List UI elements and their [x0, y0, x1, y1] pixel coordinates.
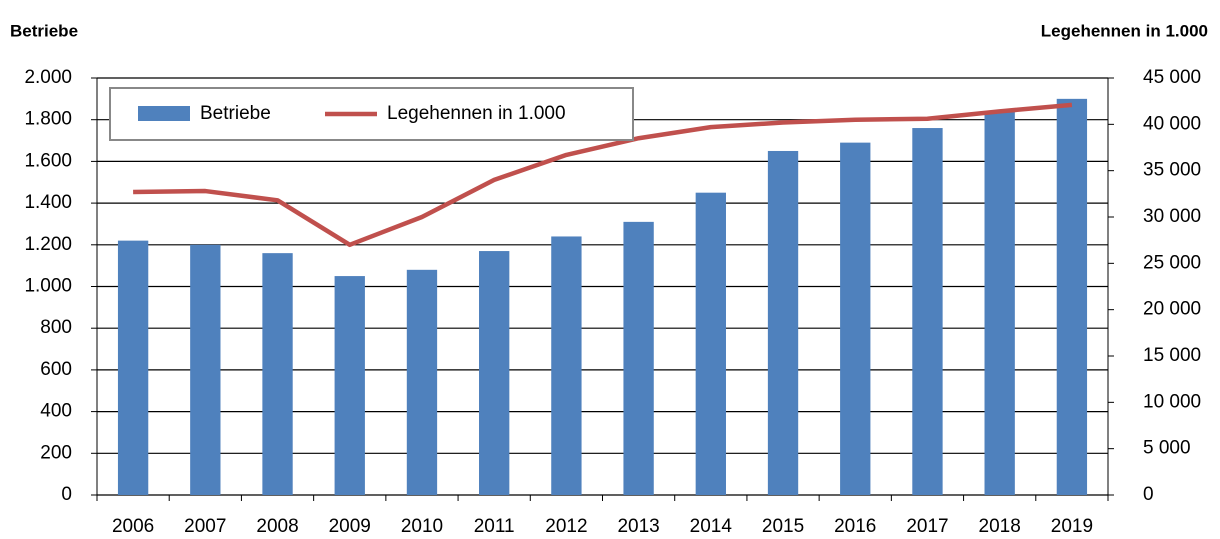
bar: [767, 150, 799, 495]
x-tick-label: 2006: [112, 516, 154, 537]
bar: [840, 142, 871, 495]
bar: [1056, 98, 1088, 495]
x-tick-label: 2011: [474, 516, 515, 537]
y2-tick-label: 20 000: [1143, 299, 1201, 320]
x-tick-label: 2012: [545, 516, 587, 537]
bar: [117, 240, 149, 495]
line: [133, 102, 1073, 248]
y-tick-label: 800: [40, 317, 72, 338]
x-tick-label: 2017: [906, 516, 948, 537]
x-tick-label: 2010: [401, 516, 443, 537]
y-tick-label: 1.400: [24, 192, 72, 213]
bar: [912, 128, 943, 496]
y2-tick-label: 35 000: [1143, 160, 1201, 181]
y-tick-label: 600: [40, 359, 72, 380]
y2-tick-label: 30 000: [1143, 206, 1201, 227]
y2-tick-label: 40 000: [1143, 113, 1201, 134]
bar: [551, 236, 582, 495]
y-tick-label: 400: [40, 401, 72, 422]
bar: [623, 221, 654, 496]
x-tick-label: 2015: [762, 516, 804, 537]
x-tick-label: 2014: [690, 516, 733, 537]
y-tick-label: 1.000: [24, 276, 72, 297]
x-tick-label: 2018: [979, 516, 1021, 537]
x-tick-label: 2016: [834, 516, 876, 537]
bar: [190, 244, 221, 495]
bar: [334, 276, 365, 495]
y2-tick-label: 10 000: [1143, 391, 1201, 412]
y-tick-label: 2.000: [24, 67, 72, 88]
y2-tick-label: 25 000: [1143, 252, 1201, 273]
y2-tick-label: 5 000: [1143, 438, 1191, 459]
y-tick-label: 1.600: [24, 150, 72, 171]
x-tick-label: 2008: [256, 516, 298, 537]
bar: [984, 111, 1015, 496]
y-tick-label: 200: [40, 442, 72, 463]
legend-label: Betriebe: [200, 103, 271, 124]
bar: [262, 253, 293, 495]
y-tick-label: 1.800: [24, 109, 72, 130]
bar: [406, 269, 438, 495]
bar: [479, 251, 510, 495]
y2-tick-label: 0: [1143, 484, 1154, 505]
x-tick-label: 2007: [184, 516, 226, 537]
legend-swatch: [138, 106, 190, 121]
legend-label: Legehennen in 1.000: [387, 103, 566, 124]
y2-tick-label: 45 000: [1143, 67, 1201, 88]
x-tick-label: 2019: [1051, 516, 1093, 537]
bar: [695, 192, 726, 496]
y-tick-label: 1.200: [24, 234, 72, 255]
y-axis-title: Betriebe: [10, 21, 78, 40]
x-tick-label: 2013: [617, 516, 659, 537]
y2-tick-label: 15 000: [1143, 345, 1201, 366]
x-tick-label: 2009: [329, 516, 371, 537]
y-tick-label: 0: [61, 484, 72, 505]
y2-axis-title: Legehennen in 1.000: [1041, 21, 1208, 40]
